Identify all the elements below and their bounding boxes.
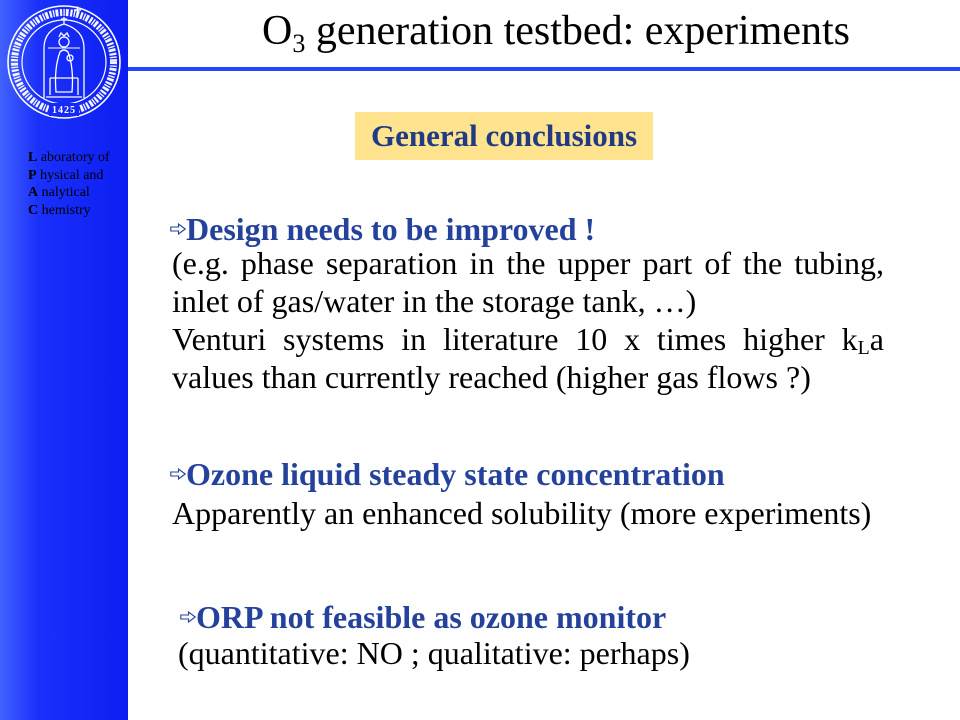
bullet-body: (e.g. phase separation in the upper part… xyxy=(172,244,884,396)
body-line: (quantitative: NO ; qualitative: perhaps… xyxy=(178,635,690,671)
lab-name-line: A nalytical xyxy=(28,184,110,202)
title-subscript: 3 xyxy=(292,28,306,58)
lab-name-rest: hysical and xyxy=(36,167,104,183)
body-line: values than currently reached (higher ga… xyxy=(172,359,811,395)
university-seal-logo: 1425 xyxy=(7,5,121,119)
bullet-heading-text: Ozone liquid steady state concentration xyxy=(186,456,725,492)
lab-name-rest: hemistry xyxy=(38,202,91,218)
lab-name-line: P hysical and xyxy=(28,167,110,185)
lab-name-initial: A xyxy=(28,185,39,200)
lab-name-initial: P xyxy=(28,167,37,183)
seal-outer-ring xyxy=(7,5,121,119)
lab-name-rest: nalytical xyxy=(38,185,90,200)
lab-name: L aboratory of P hysical and A nalytical… xyxy=(28,149,110,219)
lab-name-line: L aboratory of xyxy=(28,149,110,167)
lab-name-initial: C xyxy=(28,202,39,218)
bullet-heading-text: ORP not feasible as ozone monitor xyxy=(196,599,667,635)
bullet-heading: Ozone liquid steady state concentration xyxy=(170,455,725,493)
lab-name-rest: aboratory of xyxy=(37,150,110,165)
bullet-heading-text: Design needs to be improved ! xyxy=(186,211,596,247)
title-main: O xyxy=(262,8,293,54)
seal-cross-icon xyxy=(74,6,81,14)
hollow-right-arrow-icon xyxy=(170,223,186,235)
body-line: Apparently an enhanced solubility (more … xyxy=(172,495,872,531)
body-line: inlet of gas/water in the storage tank, … xyxy=(172,283,697,319)
body-line-subscript: L xyxy=(857,337,870,360)
slide-title: O3 generation testbed: experiments xyxy=(262,6,850,56)
lab-name-line: C hemistry xyxy=(28,202,110,220)
bullet-body: Apparently an enhanced solubility (more … xyxy=(172,494,871,532)
section-label-box: General conclusions xyxy=(355,112,653,160)
bullet-heading: Design needs to be improved ! xyxy=(170,210,595,248)
bullet-heading: ORP not feasible as ozone monitor xyxy=(180,598,666,636)
seal-year: 1425 xyxy=(52,105,76,116)
body-line-text: Venturi systems in literature 10 x times… xyxy=(172,321,858,357)
body-line: Venturi systems in literature 10 x times… xyxy=(172,320,884,358)
body-line: (e.g. phase separation in the upper part… xyxy=(172,245,884,281)
sidebar: 1425 L aboratory of P hysical and A naly… xyxy=(0,0,128,720)
body-line-text: a xyxy=(869,321,884,357)
title-underline xyxy=(128,67,960,71)
title-rest: generation testbed: experiments xyxy=(305,8,851,54)
hollow-right-arrow-icon xyxy=(170,468,186,480)
seal-figure xyxy=(43,17,85,98)
bullet-body: (quantitative: NO ; qualitative: perhaps… xyxy=(178,634,690,672)
section-label: General conclusions xyxy=(371,118,638,153)
lab-name-initial: L xyxy=(28,150,38,165)
hollow-right-arrow-icon xyxy=(180,611,196,623)
